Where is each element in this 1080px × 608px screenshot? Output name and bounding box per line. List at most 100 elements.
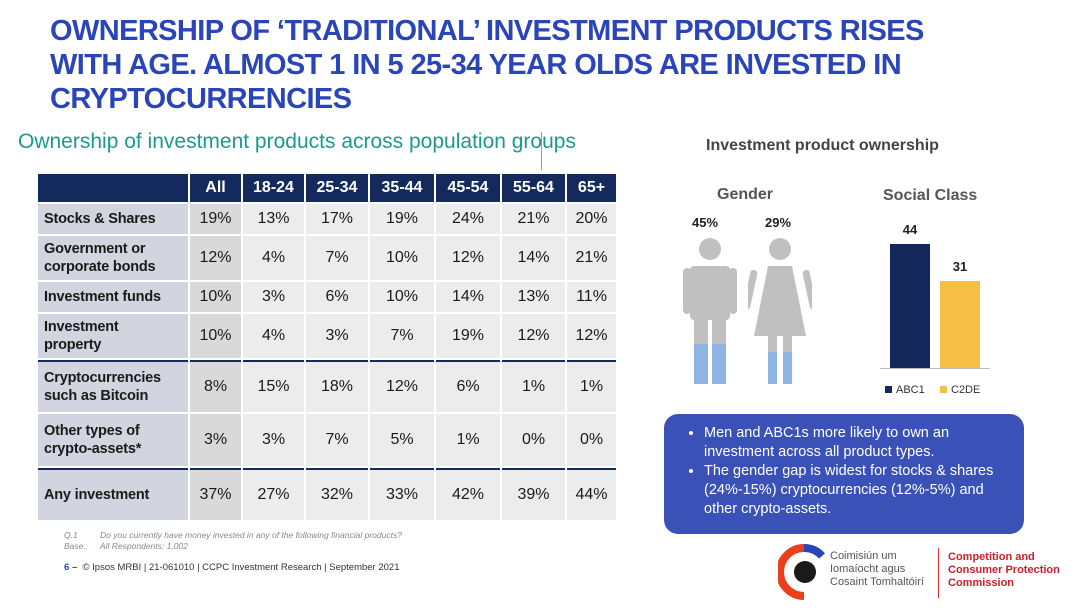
cell-value: 4% <box>243 236 304 280</box>
column-header: 55-64 <box>502 174 565 202</box>
cell-value: 39% <box>502 468 565 520</box>
column-header: All <box>190 174 241 202</box>
header-blank-cell <box>38 174 188 202</box>
table-row: Government or corporate bonds 12% 4% 7% 1… <box>38 236 616 280</box>
table-row: Cryptocurrencies such as Bitcoin 8% 15% 1… <box>38 360 616 412</box>
female-figure-icon <box>748 238 812 384</box>
logo-irish-text: Coimisiún um Iomaíocht agus Cosaint Tomhal… <box>830 550 924 588</box>
cell-value: 32% <box>306 468 368 520</box>
cell-value: 42% <box>436 468 500 520</box>
cell-value: 6% <box>306 282 368 312</box>
cell-value: 17% <box>306 204 368 234</box>
cell-value: 0% <box>502 414 565 466</box>
right-panel-title: Investment product ownership <box>706 137 939 154</box>
male-percentage: 45% <box>692 215 719 230</box>
cell-value: 3% <box>306 314 368 358</box>
cell-value: 12% <box>190 236 241 280</box>
cell-value: 12% <box>436 236 500 280</box>
column-header: 25-34 <box>306 174 368 202</box>
cell-value: 21% <box>502 204 565 234</box>
cell-value: 14% <box>436 282 500 312</box>
row-label: Investment funds <box>38 282 188 312</box>
female-percentage: 29% <box>765 215 792 230</box>
column-header: 18-24 <box>243 174 304 202</box>
cell-value: 20% <box>567 204 616 234</box>
slide-footer: 6 – © Ipsos MRBI | 21-061010 | CCPC Inve… <box>64 562 400 573</box>
page-title: OWNERSHIP OF ‘TRADITIONAL’ INVESTMENT PR… <box>50 14 1040 116</box>
cell-value: 10% <box>190 314 241 358</box>
legend-swatch <box>940 385 947 393</box>
cell-value: 15% <box>243 360 304 412</box>
cell-value: 8% <box>190 360 241 412</box>
cell-value: 14% <box>502 236 565 280</box>
cell-value: 44% <box>567 468 616 520</box>
column-header: 45-54 <box>436 174 500 202</box>
row-label: Government or corporate bonds <box>38 236 188 280</box>
legend-abc1: ABC1 <box>885 384 925 396</box>
legend-swatch <box>885 385 892 393</box>
cell-value: 12% <box>567 314 616 358</box>
cell-value: 11% <box>567 282 616 312</box>
finding-bullet: The gender gap is widest for stocks & sh… <box>704 462 1010 519</box>
abc1-bar-label: 44 <box>902 222 918 237</box>
divider-line <box>541 132 542 170</box>
finding-bullet: Men and ABC1s more likely to own an inve… <box>704 424 1010 462</box>
cell-value: 21% <box>567 236 616 280</box>
c2de-bar-label: 31 <box>952 258 968 274</box>
cell-value: 10% <box>370 236 434 280</box>
row-label: Investment property <box>38 314 188 358</box>
cell-value: 19% <box>190 204 241 234</box>
table-header-row: All 18-24 25-34 35-44 45-54 55-64 65+ <box>38 174 616 202</box>
gender-title: Gender <box>717 186 774 203</box>
table-row: Investment property 10% 4% 3% 7% 19% 12% … <box>38 314 616 358</box>
table-row: Investment funds 10% 3% 6% 10% 14% 13% 1… <box>38 282 616 312</box>
cell-value: 0% <box>567 414 616 466</box>
section-subtitle: Ownership of investment products across … <box>18 130 576 153</box>
cell-value: 1% <box>567 360 616 412</box>
ownership-table: All 18-24 25-34 35-44 45-54 55-64 65+ St… <box>36 172 618 522</box>
column-header: 65+ <box>567 174 616 202</box>
cell-value: 18% <box>306 360 368 412</box>
column-header: 35-44 <box>370 174 434 202</box>
cell-value: 12% <box>370 360 434 412</box>
cell-value: 3% <box>243 414 304 466</box>
footnote-question: Q.1 Do you currently have money invested … <box>64 530 402 540</box>
cell-value: 13% <box>502 282 565 312</box>
title-line-2: WITH AGE. ALMOST 1 IN 5 25-34 YEAR OLDS … <box>50 49 902 81</box>
cell-value: 6% <box>436 360 500 412</box>
row-label: Any investment <box>38 468 188 520</box>
cell-value: 7% <box>306 236 368 280</box>
cell-value: 19% <box>370 204 434 234</box>
cell-value: 7% <box>306 414 368 466</box>
cell-value: 13% <box>243 204 304 234</box>
cell-value: 10% <box>190 282 241 312</box>
logo-divider <box>938 548 939 598</box>
cell-value: 27% <box>243 468 304 520</box>
cell-value: 7% <box>370 314 434 358</box>
row-label: Stocks & Shares <box>38 204 188 234</box>
social-class-title: Social Class <box>883 187 978 204</box>
row-label: Other types of crypto-assets* <box>38 414 188 466</box>
c2de-bar <box>940 280 980 368</box>
cell-value: 5% <box>370 414 434 466</box>
title-line-3: CRYPTOCURRENCIES <box>50 83 352 115</box>
chart-baseline <box>880 368 990 369</box>
table-row: Any investment 37% 27% 32% 33% 42% 39% 4… <box>38 468 616 520</box>
key-findings-callout: Men and ABC1s more likely to own an inve… <box>664 414 1024 534</box>
cell-value: 4% <box>243 314 304 358</box>
cell-value: 10% <box>370 282 434 312</box>
cell-value: 3% <box>243 282 304 312</box>
cell-value: 37% <box>190 468 241 520</box>
footnote-base: Base: All Respondents: 1,002 <box>64 541 188 551</box>
cell-value: 1% <box>502 360 565 412</box>
ccpc-logo: Coimisiún um Iomaíocht agus Cosaint Tomhal… <box>778 542 1068 604</box>
legend-c2de: C2DE <box>940 384 980 396</box>
cell-value: 12% <box>502 314 565 358</box>
table-row: Other types of crypto-assets* 3% 3% 7% 5%… <box>38 414 616 466</box>
title-line-1: OWNERSHIP OF ‘TRADITIONAL’ INVESTMENT PR… <box>50 15 924 47</box>
abc1-bar <box>890 244 930 368</box>
logo-english-text: Competition and Consumer Protection Commis… <box>948 551 1060 589</box>
cell-value: 1% <box>436 414 500 466</box>
cell-value: 24% <box>436 204 500 234</box>
cell-value: 3% <box>190 414 241 466</box>
